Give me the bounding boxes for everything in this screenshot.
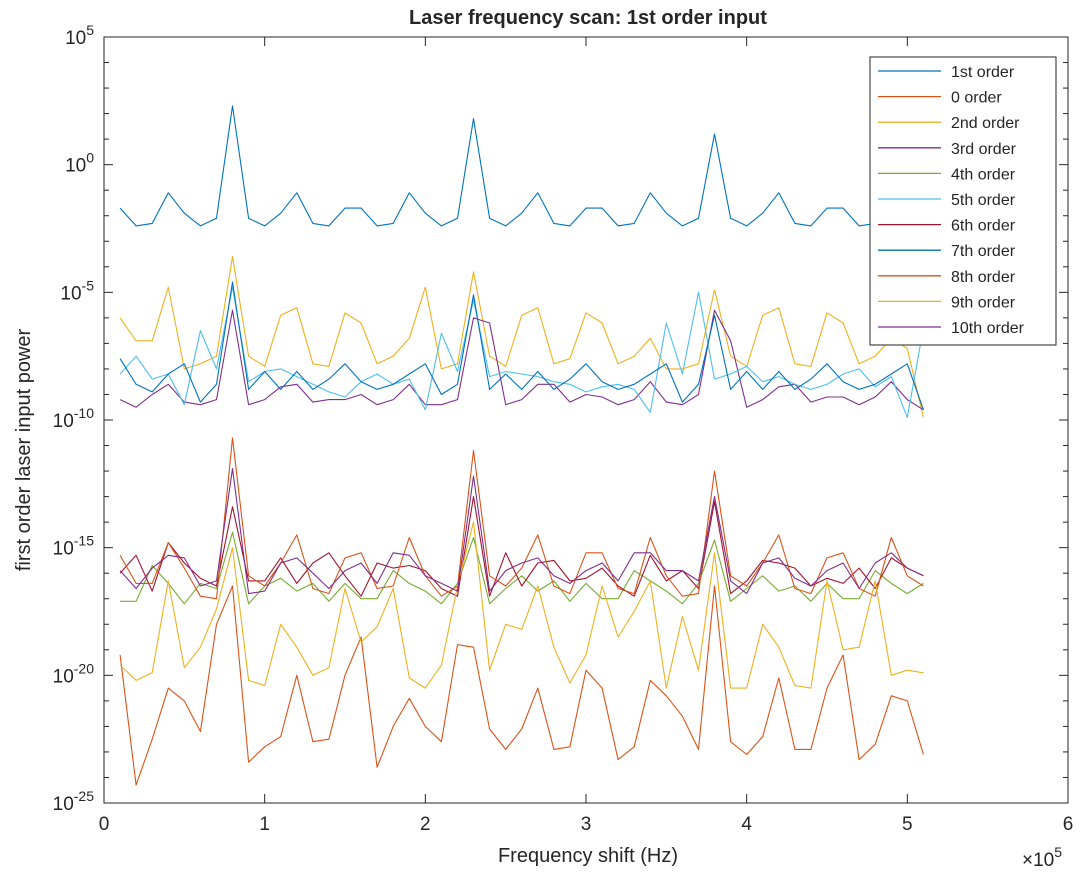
legend-label: 8th order [951,269,1016,286]
x-multiplier-exponent: 5 [1054,844,1062,860]
x-axis-multiplier: ×105 [1022,844,1062,871]
series-line-7 [119,496,924,597]
series-line-10 [119,521,924,689]
chart-title: Laser frequency scan: 1st order input [409,7,767,29]
x-tick-label: 5 [902,814,913,835]
y-tick-base: 10 [53,539,74,560]
y-tick-base: 10 [53,666,74,687]
series-line-2 [119,585,924,786]
x-tick-label: 6 [1063,814,1074,835]
legend-label: 6th order [951,218,1016,235]
legend-label: 7th order [951,243,1016,260]
y-tick-label: 100 [65,150,94,177]
y-tick-label: 10-15 [53,533,95,560]
series-line-3 [119,256,924,418]
series-layer [119,105,924,786]
series-line-5 [120,531,924,605]
x-axis-label: Frequency shift (Hz) [498,845,678,867]
legend-label: 5th order [951,192,1016,209]
series-line-8 [119,281,924,410]
legend-label: 10th order [951,320,1025,337]
x-tick-label: 2 [420,814,431,835]
y-tick-exponent: -20 [74,660,94,676]
legend: 1st order 0 order 2nd order 3rd order 4th or… [869,56,1057,346]
series-line-1 [119,105,924,227]
legend-label: 3rd order [951,141,1017,158]
y-tick-exponent: -25 [74,788,94,804]
y-tick-label: 10-25 [53,788,95,815]
x-tick-label: 4 [741,814,752,835]
series-line-4 [119,309,924,411]
x-tick-label: 3 [581,814,592,835]
legend-label: 1st order [951,64,1015,81]
y-tick-base: 10 [60,283,81,304]
series-line-11 [119,467,924,595]
y-tick-label: 10-5 [60,277,94,304]
legend-label: 4th order [951,166,1016,183]
legend-label: 2nd order [951,115,1020,132]
series-line-6 [119,286,924,418]
y-tick-exponent: -10 [74,405,94,421]
y-tick-label: 10-20 [53,660,95,687]
y-tick-exponent: -5 [82,277,95,293]
y-tick-base: 10 [53,411,74,432]
y-tick-base: 10 [53,794,74,815]
x-tick-label: 1 [259,814,270,835]
y-tick-base: 10 [65,28,86,49]
x-tick-label: 0 [99,814,110,835]
y-tick-label: 10-10 [53,405,95,432]
y-axis-label: first order laser input power [13,329,35,572]
y-tick-base: 10 [65,156,86,177]
x-multiplier-base: ×10 [1022,850,1054,871]
y-tick-label: 105 [65,22,94,49]
y-tick-exponent: 0 [86,150,94,166]
legend-label: 9th order [951,294,1016,311]
legend-box [869,56,1057,346]
y-tick-exponent: 5 [86,22,94,38]
legend-label: 0 order [951,90,1002,107]
y-tick-exponent: -15 [74,533,94,549]
